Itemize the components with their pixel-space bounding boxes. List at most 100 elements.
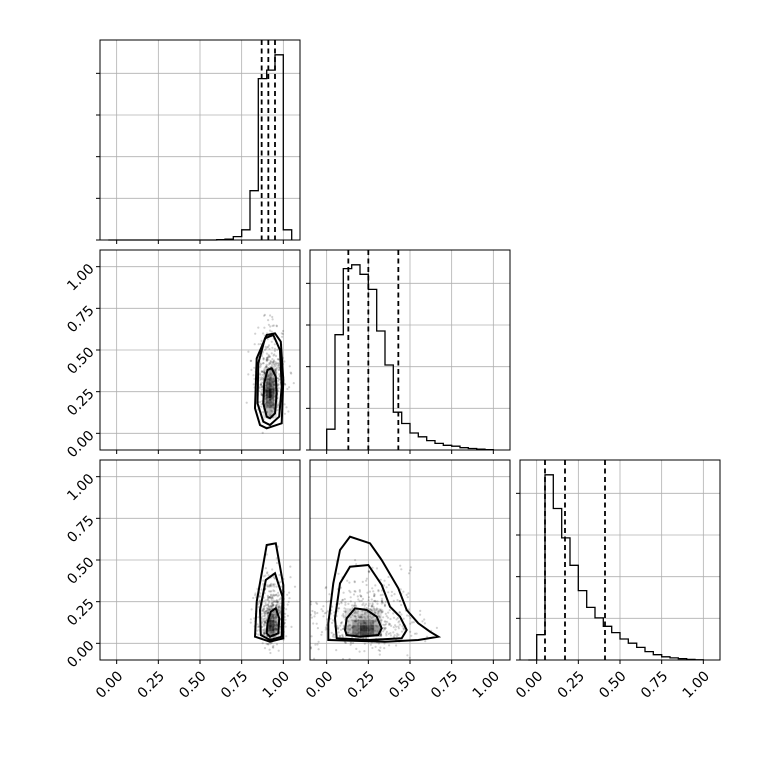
scatter-point	[262, 632, 265, 635]
scatter-point	[265, 358, 268, 361]
scatter-point	[249, 618, 252, 621]
density-bin	[367, 631, 375, 637]
density-contour	[253, 332, 285, 430]
scatter-point	[390, 594, 393, 597]
scatter-point	[261, 642, 264, 645]
scatter-point	[398, 600, 401, 603]
scatter-point	[270, 590, 273, 593]
scatter-point	[341, 614, 344, 617]
scatter-point	[268, 361, 271, 365]
scatter-point	[349, 600, 352, 603]
scatter-point	[262, 332, 265, 335]
scatter-point	[262, 357, 265, 360]
scatter-point	[365, 607, 368, 610]
scatter-point	[262, 575, 265, 578]
scatter-point	[379, 594, 382, 597]
scatter-point	[351, 606, 354, 610]
scatter-point	[289, 371, 292, 374]
scatter-point	[273, 343, 276, 346]
scatter-point	[264, 619, 267, 622]
scatter-point	[262, 630, 265, 634]
scatter-point	[387, 622, 391, 625]
density-bin	[359, 619, 367, 626]
scatter-point	[285, 635, 288, 638]
density-bin	[274, 368, 277, 379]
scatter-point	[265, 365, 268, 368]
scatter-point	[357, 614, 360, 617]
scatter-point	[249, 621, 252, 624]
scatter-point	[274, 361, 277, 364]
scatter-point	[260, 391, 263, 394]
scatter-point	[271, 614, 274, 618]
scatter-point	[325, 600, 328, 603]
x-tick-label: 0.25	[555, 668, 588, 701]
scatter-point	[267, 643, 270, 646]
scatter-point	[275, 628, 278, 631]
scatter-point	[269, 593, 273, 596]
scatter-point	[348, 589, 351, 592]
scatter-point	[331, 621, 334, 625]
scatter-point	[270, 360, 273, 363]
scatter-point	[387, 611, 390, 614]
scatter-point	[365, 637, 368, 640]
y-tick-label: 0.25	[64, 386, 97, 419]
scatter-point	[267, 353, 270, 356]
scatter-point	[366, 615, 370, 618]
grid-layer	[100, 40, 720, 660]
scatter-point	[400, 568, 403, 571]
scatter-point	[260, 388, 263, 391]
scatter-point	[257, 625, 260, 628]
scatter-point	[267, 323, 270, 326]
scatter-point	[412, 621, 415, 624]
scatter-point	[275, 616, 278, 619]
scatter-point	[281, 335, 284, 338]
scatter-point	[371, 619, 374, 623]
scatter-point	[272, 646, 275, 649]
scatter-point	[374, 584, 377, 587]
scatter-point	[388, 623, 391, 627]
scatter-point	[348, 629, 351, 632]
scatter-point	[344, 601, 347, 604]
scatter-point	[325, 611, 328, 614]
density-bin	[266, 614, 270, 620]
scatter-point	[275, 325, 278, 328]
scatter-point	[337, 631, 340, 634]
scatter-point	[350, 619, 353, 622]
scatter-point	[346, 579, 349, 582]
scatter-point	[341, 598, 344, 602]
scatter-point	[383, 604, 387, 607]
scatter-point	[393, 593, 396, 596]
scatter-point	[378, 653, 381, 656]
scatter-point	[353, 611, 356, 615]
scatter-point	[277, 364, 280, 367]
density-bin	[271, 625, 275, 631]
scatter-point	[263, 632, 266, 635]
scatter-point	[272, 615, 275, 618]
scatter-point	[288, 365, 291, 368]
scatter-point	[358, 590, 361, 593]
scatter-point	[267, 574, 270, 577]
scatter-point	[349, 596, 352, 599]
scatter-point	[377, 589, 380, 592]
scatter-point	[324, 587, 327, 590]
scatter-point	[408, 656, 411, 659]
x-tick-label: 0.00	[303, 668, 336, 701]
scatter-point	[267, 358, 270, 361]
scatter-point	[323, 612, 326, 615]
scatter-point	[262, 625, 266, 628]
scatter-point	[396, 616, 400, 620]
scatter-point	[353, 580, 356, 583]
scatter-point	[273, 621, 276, 624]
scatter-point	[275, 603, 279, 607]
scatter-point	[264, 604, 267, 607]
scatter-point	[423, 622, 426, 625]
scatter-point	[333, 636, 336, 639]
scatter-point	[268, 609, 271, 612]
scatter-point	[277, 606, 280, 609]
scatter-point	[371, 609, 374, 612]
scatter-point	[264, 622, 267, 625]
density-contour	[327, 535, 442, 643]
scatter-point	[322, 605, 325, 608]
scatter-point	[331, 605, 334, 608]
scatter-point	[373, 607, 376, 610]
